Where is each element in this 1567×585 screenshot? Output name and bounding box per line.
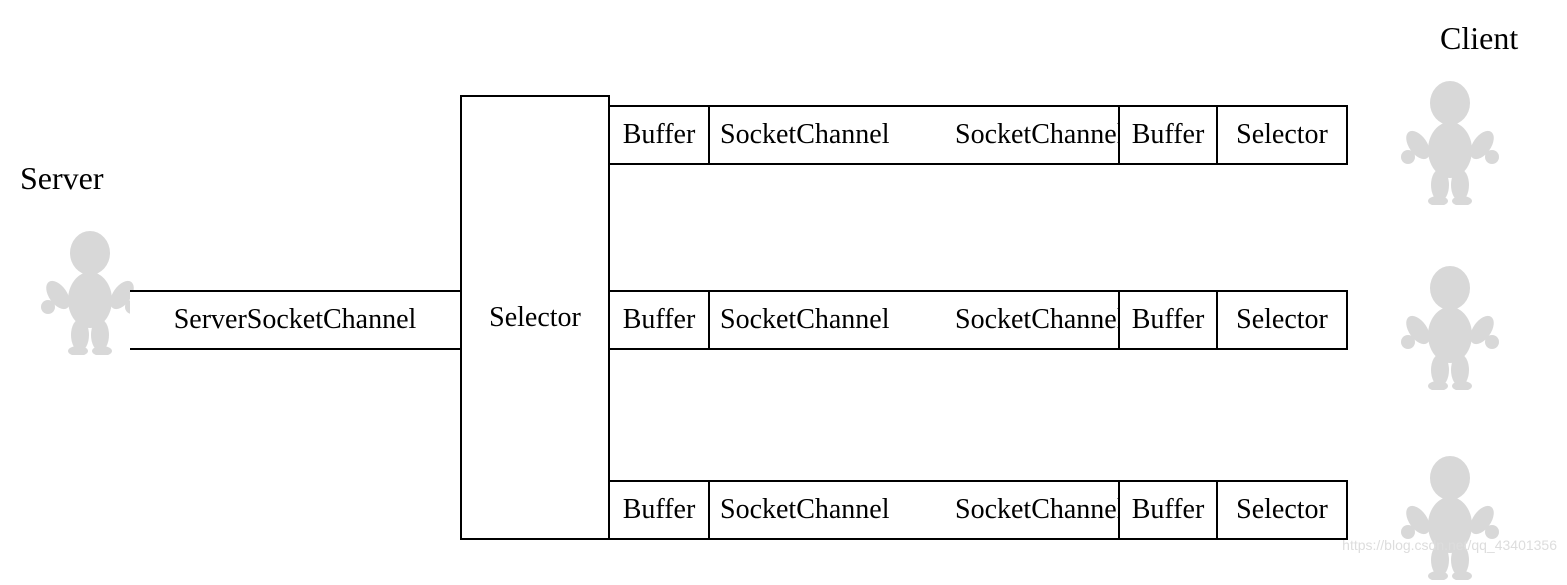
client-figure-icon	[1400, 75, 1500, 210]
client-label: Client	[1440, 20, 1518, 57]
client-figure-icon	[1400, 260, 1500, 395]
buffer-box: Buffer	[1120, 480, 1218, 540]
socket-channel-box: SocketChannel SocketChannel	[710, 480, 1120, 540]
socket-channel-label: SocketChannel	[720, 119, 890, 151]
buffer-label: Buffer	[1132, 494, 1205, 526]
buffer-box: Buffer	[610, 290, 710, 350]
selector-label: Selector	[1236, 119, 1328, 151]
selector-small-box: Selector	[1218, 105, 1348, 165]
buffer-box: Buffer	[1120, 105, 1218, 165]
selector-label: Selector	[489, 302, 581, 334]
socket-channel-label: SocketChannel	[955, 494, 1125, 526]
selector-label: Selector	[1236, 494, 1328, 526]
buffer-label: Buffer	[1132, 119, 1205, 151]
buffer-box: Buffer	[610, 105, 710, 165]
server-socket-channel-label: ServerSocketChannel	[174, 304, 417, 336]
socket-channel-label: SocketChannel	[720, 304, 890, 336]
socket-channel-label: SocketChannel	[955, 119, 1125, 151]
client-figure-icon	[1400, 450, 1500, 585]
buffer-label: Buffer	[623, 119, 696, 151]
selector-box: Selector	[460, 95, 610, 540]
socket-channel-box: SocketChannel SocketChannel	[710, 105, 1120, 165]
socket-channel-label: SocketChannel	[955, 304, 1125, 336]
selector-small-box: Selector	[1218, 290, 1348, 350]
socket-channel-label: SocketChannel	[720, 494, 890, 526]
buffer-box: Buffer	[610, 480, 710, 540]
buffer-label: Buffer	[623, 304, 696, 336]
socket-channel-box: SocketChannel SocketChannel	[710, 290, 1120, 350]
buffer-label: Buffer	[1132, 304, 1205, 336]
server-socket-channel-box: ServerSocketChannel	[130, 290, 460, 350]
buffer-label: Buffer	[623, 494, 696, 526]
server-figure-icon	[40, 225, 140, 360]
server-label: Server	[20, 160, 104, 197]
watermark-text: https://blog.csdn.net/qq_43401356	[1342, 537, 1557, 553]
selector-label: Selector	[1236, 304, 1328, 336]
selector-small-box: Selector	[1218, 480, 1348, 540]
buffer-box: Buffer	[1120, 290, 1218, 350]
